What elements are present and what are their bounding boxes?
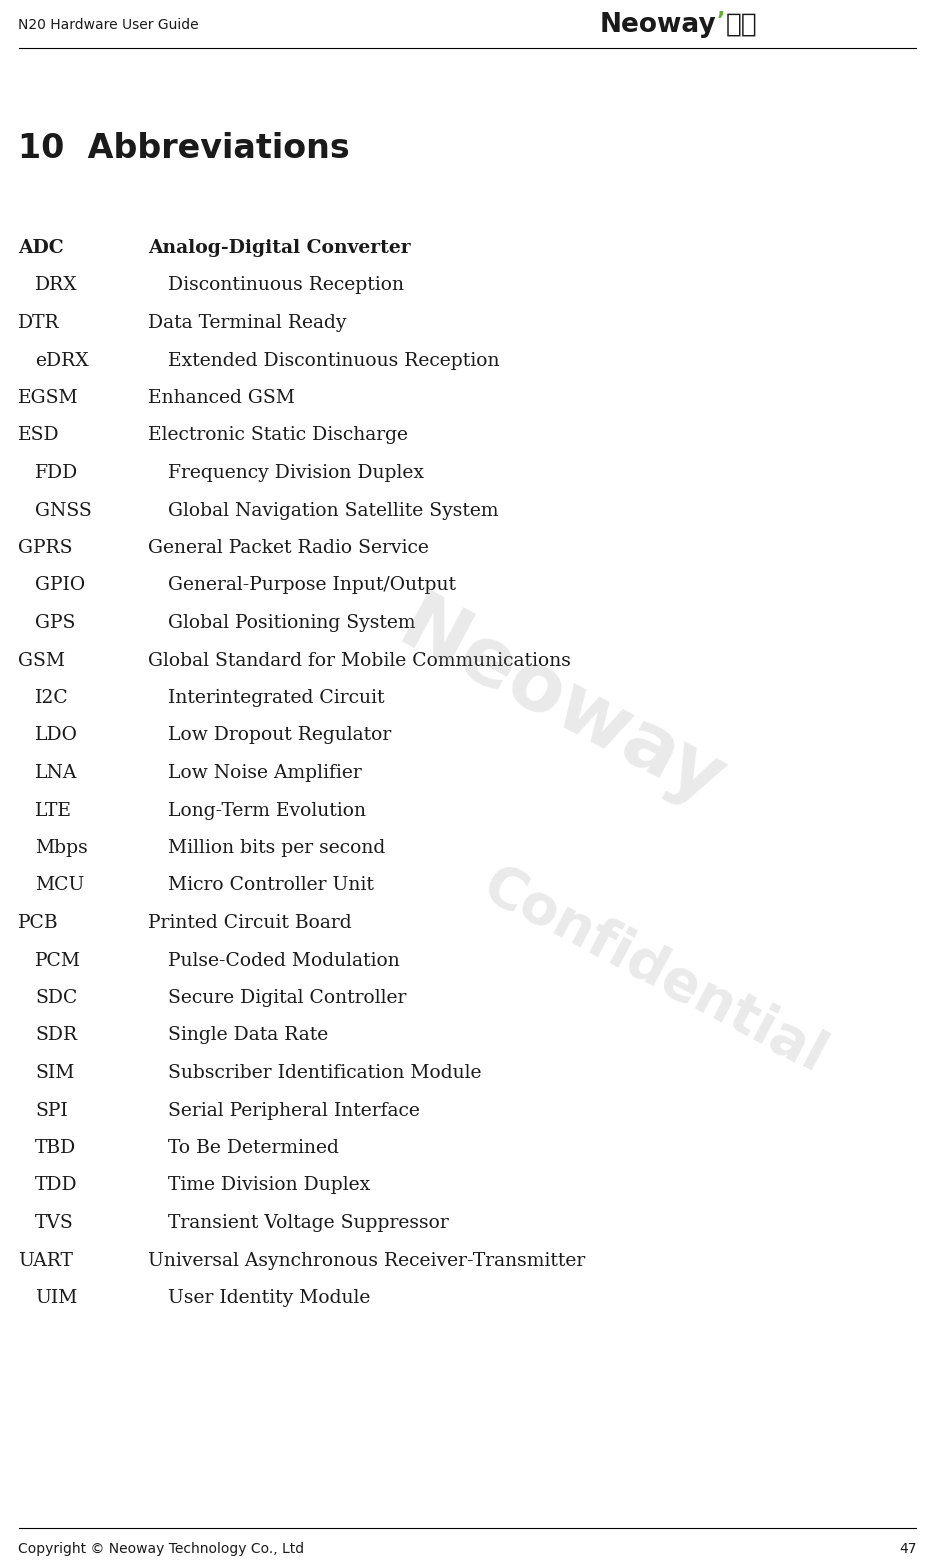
Text: I2C: I2C	[35, 689, 69, 706]
Text: ADC: ADC	[18, 240, 64, 257]
Text: Universal Asynchronous Receiver-Transmitter: Universal Asynchronous Receiver-Transmit…	[148, 1251, 585, 1270]
Text: Interintegrated Circuit: Interintegrated Circuit	[168, 689, 384, 706]
Text: Copyright © Neoway Technology Co., Ltd: Copyright © Neoway Technology Co., Ltd	[18, 1543, 304, 1557]
Text: Long-Term Evolution: Long-Term Evolution	[168, 802, 366, 819]
Text: TBD: TBD	[35, 1138, 77, 1157]
Text: 有方: 有方	[726, 13, 757, 38]
Text: PCM: PCM	[35, 952, 81, 969]
Text: Pulse-Coded Modulation: Pulse-Coded Modulation	[168, 952, 400, 969]
Text: Frequency Division Duplex: Frequency Division Duplex	[168, 464, 424, 482]
Text: Mbps: Mbps	[35, 839, 88, 857]
Text: EGSM: EGSM	[18, 388, 79, 407]
Text: TDD: TDD	[35, 1176, 78, 1195]
Text: ’: ’	[717, 11, 726, 31]
Text: Single Data Rate: Single Data Rate	[168, 1026, 328, 1045]
Text: Neoway: Neoway	[385, 587, 737, 822]
Text: GPIO: GPIO	[35, 576, 85, 595]
Text: Data Terminal Ready: Data Terminal Ready	[148, 315, 347, 332]
Text: 10  Abbreviations: 10 Abbreviations	[18, 132, 350, 164]
Text: Time Division Duplex: Time Division Duplex	[168, 1176, 370, 1195]
Text: FDD: FDD	[35, 464, 79, 482]
Text: MCU: MCU	[35, 877, 84, 894]
Text: SPI: SPI	[35, 1101, 67, 1120]
Text: SDR: SDR	[35, 1026, 77, 1045]
Text: DTR: DTR	[18, 315, 60, 332]
Text: GPS: GPS	[35, 614, 76, 633]
Text: LTE: LTE	[35, 802, 72, 819]
Text: Secure Digital Controller: Secure Digital Controller	[168, 990, 407, 1007]
Text: GPRS: GPRS	[18, 539, 73, 557]
Text: eDRX: eDRX	[35, 351, 89, 370]
Text: N20 Hardware User Guide: N20 Hardware User Guide	[18, 17, 198, 31]
Text: General-Purpose Input/Output: General-Purpose Input/Output	[168, 576, 456, 595]
Text: Confidential: Confidential	[474, 858, 835, 1084]
Text: Printed Circuit Board: Printed Circuit Board	[148, 915, 352, 932]
Text: GNSS: GNSS	[35, 501, 92, 520]
Text: To Be Determined: To Be Determined	[168, 1138, 338, 1157]
Text: GSM: GSM	[18, 651, 65, 670]
Text: Analog-Digital Converter: Analog-Digital Converter	[148, 240, 410, 257]
Text: 47: 47	[899, 1543, 917, 1557]
Text: Global Navigation Satellite System: Global Navigation Satellite System	[168, 501, 498, 520]
Text: LDO: LDO	[35, 727, 78, 744]
Text: Extended Discontinuous Reception: Extended Discontinuous Reception	[168, 351, 499, 370]
Text: Serial Peripheral Interface: Serial Peripheral Interface	[168, 1101, 420, 1120]
Text: User Identity Module: User Identity Module	[168, 1289, 370, 1308]
Text: General Packet Radio Service: General Packet Radio Service	[148, 539, 429, 557]
Text: Discontinuous Reception: Discontinuous Reception	[168, 277, 404, 294]
Text: Transient Voltage Suppressor: Transient Voltage Suppressor	[168, 1214, 449, 1232]
Text: Neoway: Neoway	[600, 13, 717, 38]
Text: UIM: UIM	[35, 1289, 78, 1308]
Text: Enhanced GSM: Enhanced GSM	[148, 388, 295, 407]
Text: Million bits per second: Million bits per second	[168, 839, 385, 857]
Text: SIM: SIM	[35, 1063, 75, 1082]
Text: Low Noise Amplifier: Low Noise Amplifier	[168, 764, 362, 781]
Text: UART: UART	[18, 1251, 73, 1270]
Text: LNA: LNA	[35, 764, 78, 781]
Text: DRX: DRX	[35, 277, 78, 294]
Text: Global Standard for Mobile Communications: Global Standard for Mobile Communication…	[148, 651, 571, 670]
Text: Subscriber Identification Module: Subscriber Identification Module	[168, 1063, 482, 1082]
Text: Electronic Static Discharge: Electronic Static Discharge	[148, 426, 408, 445]
Text: TVS: TVS	[35, 1214, 74, 1232]
Text: SDC: SDC	[35, 990, 78, 1007]
Text: Micro Controller Unit: Micro Controller Unit	[168, 877, 374, 894]
Text: ESD: ESD	[18, 426, 60, 445]
Text: Global Positioning System: Global Positioning System	[168, 614, 415, 633]
Text: PCB: PCB	[18, 915, 59, 932]
Text: Low Dropout Regulator: Low Dropout Regulator	[168, 727, 391, 744]
